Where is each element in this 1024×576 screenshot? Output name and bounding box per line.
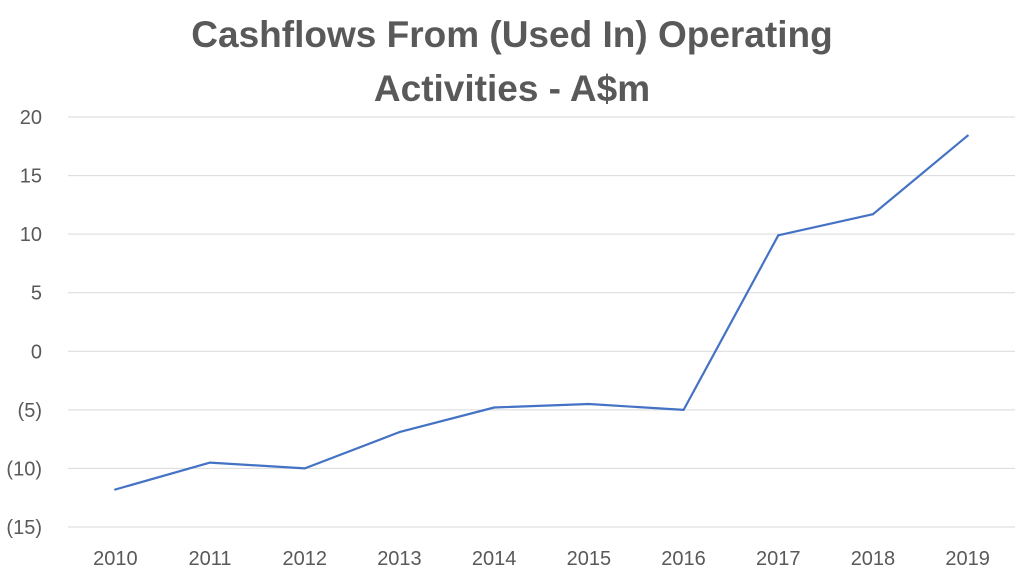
data-point-2015 — [587, 402, 590, 406]
data-point-2014 — [493, 406, 496, 409]
x-tick-label-2016: 2016 — [661, 548, 706, 570]
data-point-2013 — [398, 431, 401, 434]
chart-title-line-2: Activities - A$m — [374, 68, 650, 109]
series-group — [114, 134, 969, 491]
y-tick-label-4: 5 — [31, 283, 42, 305]
y-tick-label-0: (15) — [6, 517, 42, 539]
data-point-2017 — [777, 234, 780, 237]
x-tick-label-2019: 2019 — [945, 548, 990, 570]
series-line-0 — [114, 134, 969, 491]
data-point-2010 — [114, 488, 117, 491]
y-tick-label-3: 0 — [31, 341, 42, 363]
x-tick-label-2011: 2011 — [189, 548, 232, 570]
x-tick-label-2013: 2013 — [377, 548, 422, 570]
data-point-2019 — [966, 134, 969, 137]
y-tick-label-6: 15 — [20, 166, 42, 188]
x-tick-label-2010: 2010 — [93, 548, 138, 570]
y-axis-labels: (15) (10) (5) 0 5 10 15 20 — [6, 107, 42, 539]
x-tick-label-2014: 2014 — [472, 548, 517, 570]
data-point-2011 — [208, 461, 212, 464]
data-point-2012 — [303, 467, 306, 470]
x-tick-label-2015: 2015 — [567, 548, 612, 570]
data-point-2016 — [682, 408, 685, 411]
x-tick-label-2012: 2012 — [283, 548, 328, 570]
gridlines — [68, 116, 1015, 528]
x-tick-label-2018: 2018 — [851, 548, 896, 570]
chart-title-line-1: Cashflows From (Used In) Operating — [191, 14, 832, 55]
data-point-2018 — [871, 213, 875, 216]
y-tick-label-2: (5) — [18, 400, 42, 422]
y-tick-label-1: (10) — [6, 458, 42, 480]
y-tick-label-7: 20 — [20, 107, 42, 129]
x-tick-label-2017: 2017 — [756, 548, 801, 570]
y-tick-label-5: 10 — [20, 224, 42, 246]
x-axis-labels: 2010 2011 2012 2013 2014 2015 2016 2017 2018 2019 — [93, 548, 990, 570]
